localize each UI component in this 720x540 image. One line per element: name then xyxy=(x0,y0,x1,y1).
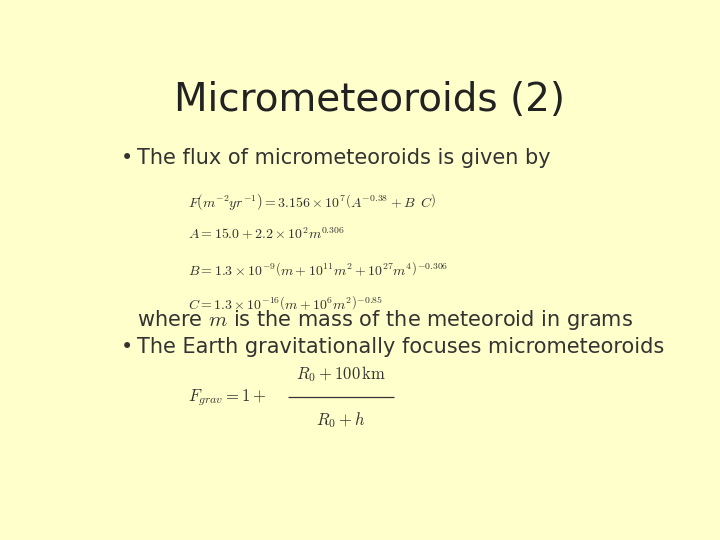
Text: •: • xyxy=(121,148,133,168)
Text: $R_{0}+h$: $R_{0}+h$ xyxy=(316,410,366,430)
Text: Micrometeoroids (2): Micrometeoroids (2) xyxy=(174,82,564,119)
Text: The Earth gravitationally focuses micrometeoroids: The Earth gravitationally focuses microm… xyxy=(138,337,665,357)
Text: $R_{0}+100\,\mathrm{km}$: $R_{0}+100\,\mathrm{km}$ xyxy=(296,364,386,384)
Text: $F\left(m^{-2}yr^{-1}\right)=3.156\times10^{7}\left(A^{-0.38}+B\;\;C\right)$: $F\left(m^{-2}yr^{-1}\right)=3.156\times… xyxy=(188,192,436,212)
Text: $C=1.3\times10^{-16}\left(m+10^{6}m^{2}\right)^{-0.85}$: $C=1.3\times10^{-16}\left(m+10^{6}m^{2}\… xyxy=(188,294,383,312)
Text: $B=1.3\times10^{-9}\left(m+10^{11}m^{2}+10^{27}m^{4}\right)^{-0.306}$: $B=1.3\times10^{-9}\left(m+10^{11}m^{2}+… xyxy=(188,260,448,278)
Text: •: • xyxy=(121,337,133,357)
Text: $F_{grav}=1+$: $F_{grav}=1+$ xyxy=(188,387,266,408)
Text: where $m$ is the mass of the meteoroid in grams: where $m$ is the mass of the meteoroid i… xyxy=(138,308,634,332)
Text: $A=15.0+2.2\times10^{2}m^{0.306}$: $A=15.0+2.2\times10^{2}m^{0.306}$ xyxy=(188,226,344,242)
Text: The flux of micrometeoroids is given by: The flux of micrometeoroids is given by xyxy=(138,148,551,168)
